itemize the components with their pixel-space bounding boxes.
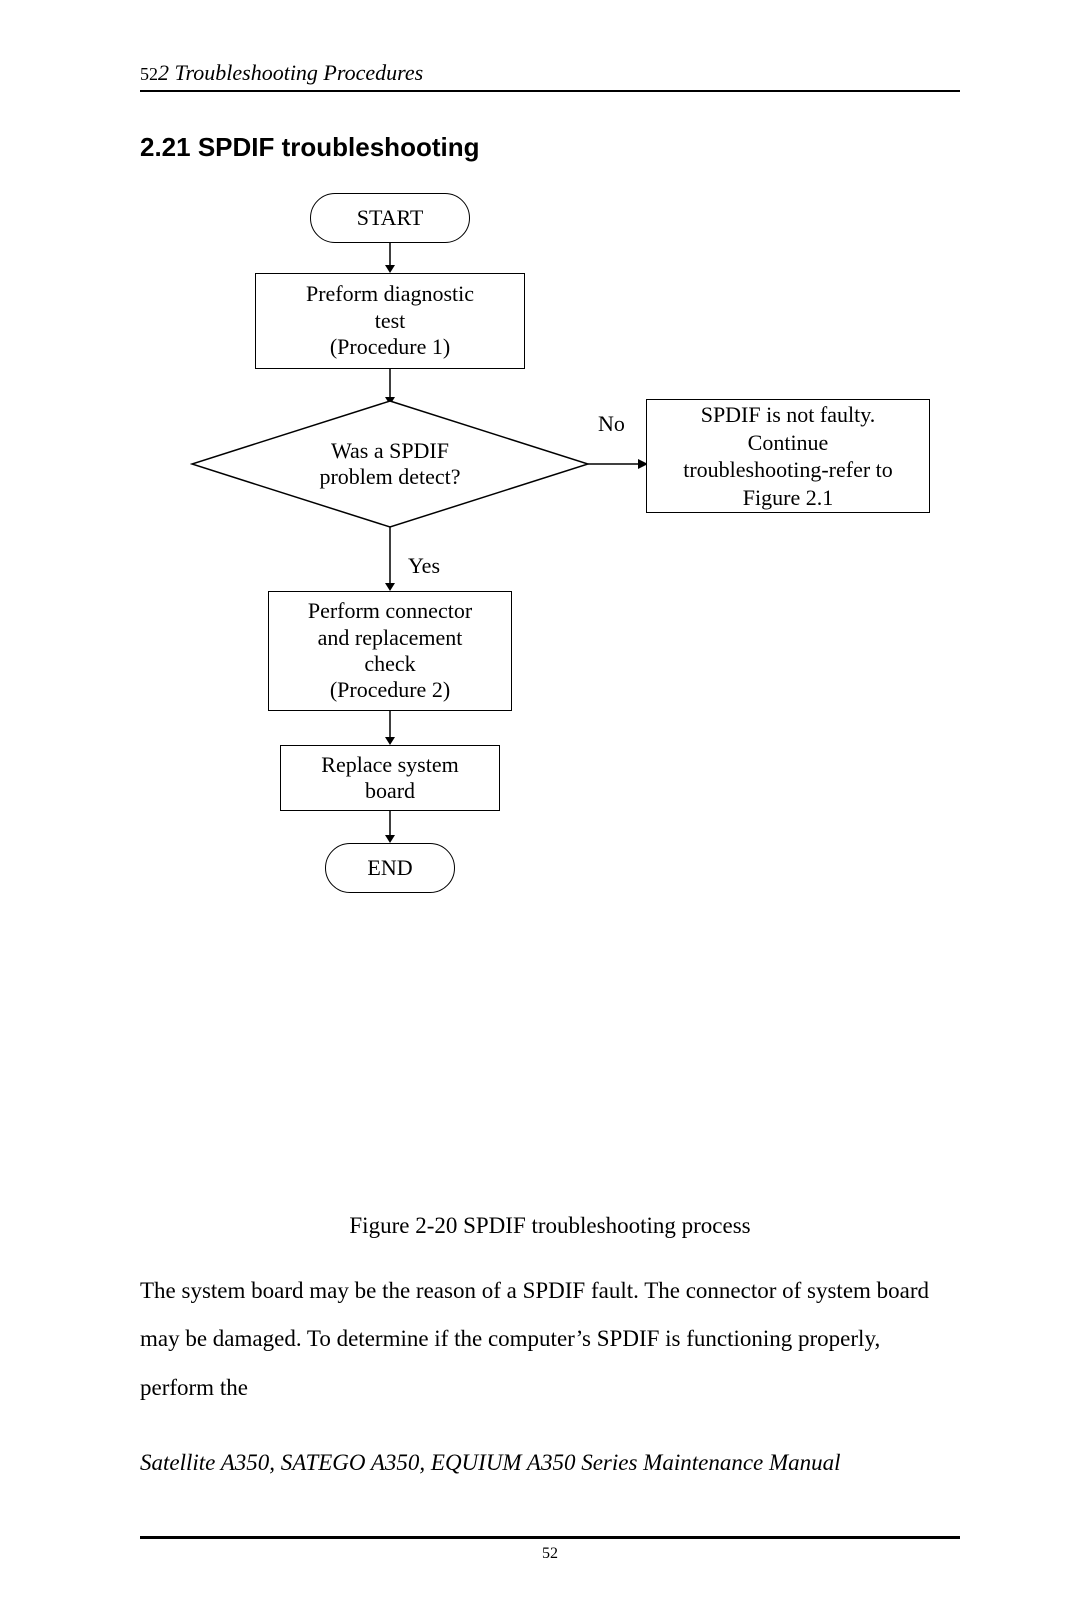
node-end: END [325, 843, 455, 893]
flowchart: START Preform diagnostic test (Procedure… [170, 193, 930, 913]
edge-label-no: No [598, 411, 625, 437]
section-title: 2.21 SPDIF troubleshooting [140, 132, 960, 163]
edge-proc3-end [385, 811, 395, 843]
node-proc3-label: Replace system board [321, 752, 458, 805]
body-paragraph: The system board may be the reason of a … [140, 1267, 960, 1412]
edge-decision-out [588, 458, 648, 470]
node-decision: Was a SPDIF problem detect? [190, 399, 590, 529]
node-proc3: Replace system board [280, 745, 500, 811]
node-start-label: START [357, 205, 424, 231]
node-out: SPDIF is not faulty. Continue troublesho… [646, 399, 930, 513]
node-out-label: SPDIF is not faulty. Continue troublesho… [683, 401, 893, 511]
page-number-top: 52 [140, 64, 158, 84]
node-start: START [310, 193, 470, 243]
node-proc1-label: Preform diagnostic test (Procedure 1) [306, 281, 474, 360]
node-decision-label: Was a SPDIF problem detect? [190, 399, 590, 529]
footer-rule [140, 1536, 960, 1539]
page-number-bottom: 52 [140, 1545, 960, 1563]
edge-label-yes: Yes [408, 553, 440, 579]
edge-start-proc1 [385, 243, 395, 273]
header-rule [140, 90, 960, 92]
node-end-label: END [367, 855, 412, 881]
running-header: 522 Troubleshooting Procedures [140, 60, 960, 86]
edge-proc2-proc3 [385, 711, 395, 745]
figure-caption: Figure 2-20 SPDIF troubleshooting proces… [140, 1213, 960, 1239]
manual-title-line: Satellite A350, SATEGO A350, EQUIUM A350… [140, 1450, 960, 1476]
node-proc2: Perform connector and replacement check … [268, 591, 512, 711]
node-proc2-label: Perform connector and replacement check … [308, 598, 472, 704]
edge-decision-proc2 [385, 527, 395, 591]
node-proc1: Preform diagnostic test (Procedure 1) [255, 273, 525, 369]
header-text: 2 Troubleshooting Procedures [158, 60, 423, 85]
